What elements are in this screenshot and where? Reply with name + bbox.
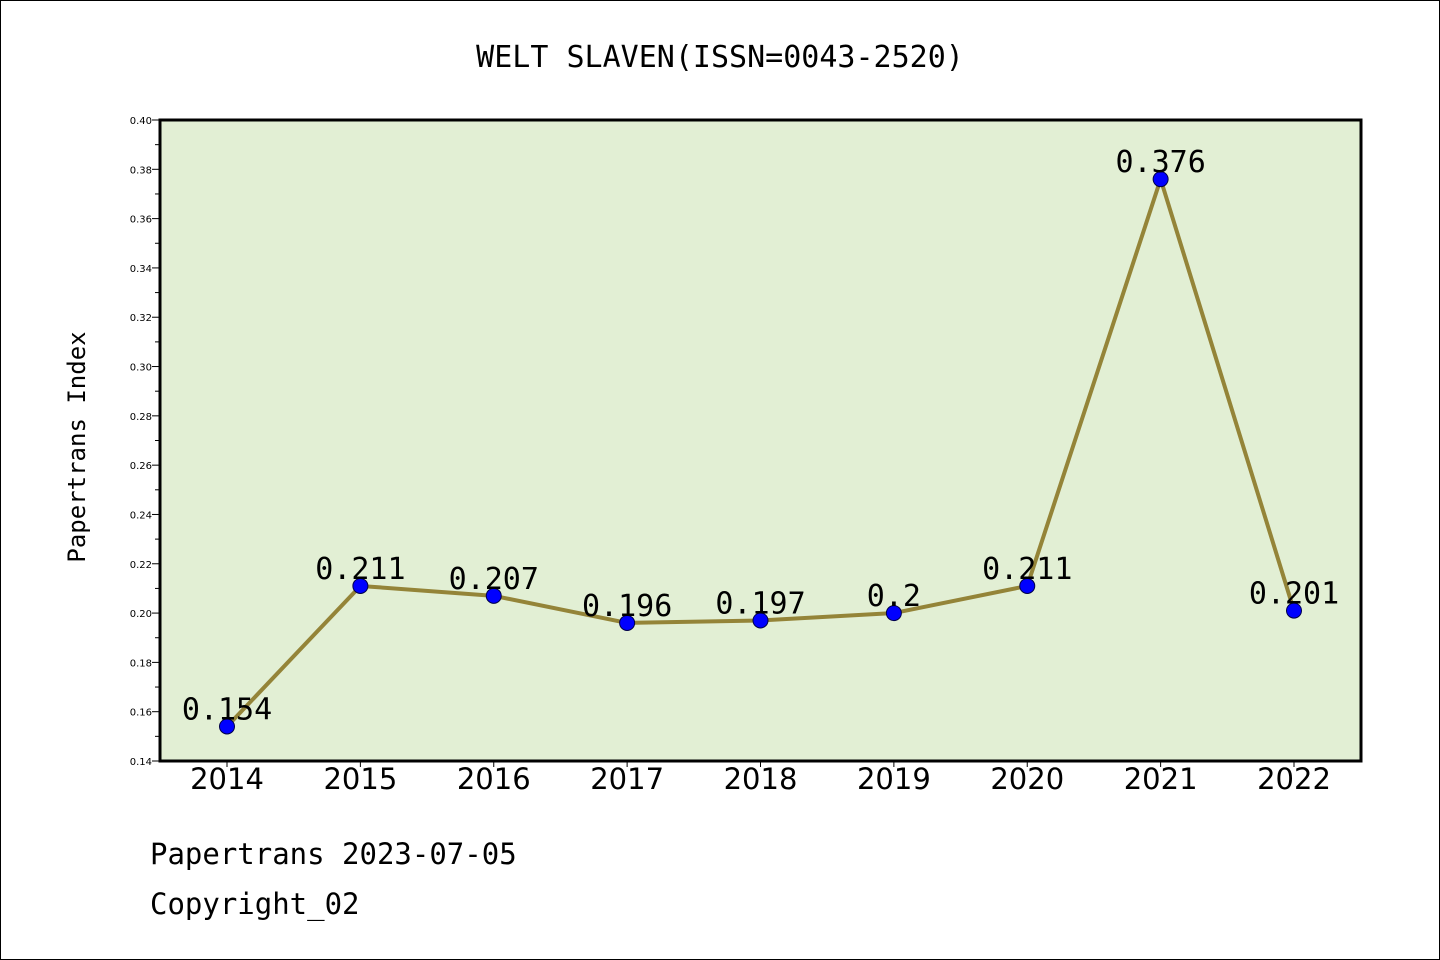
data-point [1019,577,1036,594]
y-axis-label: Papertrans Index [63,331,91,562]
y-tick-label: 0.34 [130,264,152,275]
y-tick-label: 0.38 [130,165,152,176]
y-tick-label: 0.24 [130,510,152,521]
x-tick-label: 2017 [590,762,664,796]
x-tick-label: 2022 [1257,762,1331,796]
series-line [219,171,1302,735]
x-axis: 2014 2015 2016 2017 2018 2019 2020 2021 2022 [190,761,1331,796]
data-label: 0.197 [715,586,805,621]
data-point [352,577,369,594]
y-tick-label: 0.20 [130,609,152,620]
x-tick-label: 2014 [190,762,264,796]
data-point [1152,171,1169,188]
data-point [885,605,902,622]
y-tick-label: 0.16 [130,708,152,719]
x-tick-label: 2020 [990,762,1064,796]
data-labels: 0.154 0.211 0.207 0.196 0.197 0.2 0.211 0.376 0.… [182,145,1339,727]
x-tick-label: 2016 [457,762,531,796]
data-label: 0.211 [315,552,405,587]
x-tick-label: 2015 [323,762,397,796]
data-point [619,614,636,631]
y-axis: 0.14 0.16 0.18 0.20 0.22 0.24 0.26 0.28 0.30 0.32… [130,116,160,768]
data-label: 0.376 [1115,145,1205,180]
y-tick-label: 0.28 [130,412,152,423]
data-point [752,612,769,629]
x-tick-label: 2019 [857,762,931,796]
plot-area [158,118,1363,763]
chart-title: WELT SLAVEN(ISSN=0043-2520) [476,40,964,75]
data-point [1286,602,1302,619]
footer-copyright: Copyright_02 [150,887,360,922]
data-point [219,718,235,735]
y-tick-label: 0.26 [130,461,152,472]
x-tick-label: 2018 [724,762,798,796]
y-tick-label: 0.36 [130,215,152,226]
data-label: 0.201 [1249,577,1339,612]
data-label: 0.211 [982,552,1072,587]
y-tick-label: 0.32 [130,313,152,324]
y-tick-label: 0.14 [130,757,152,768]
data-label: 0.154 [182,692,272,727]
y-tick-label: 0.40 [130,116,152,127]
data-label: 0.207 [449,562,539,597]
y-tick-label: 0.22 [130,560,152,571]
footer-date: Papertrans 2023-07-05 [150,837,517,871]
data-point [485,587,502,604]
data-label: 0.196 [582,589,672,624]
y-tick-label: 0.18 [130,658,152,669]
x-tick-label: 2021 [1124,762,1198,796]
y-tick-label: 0.30 [130,363,152,374]
data-label: 0.2 [867,579,921,614]
